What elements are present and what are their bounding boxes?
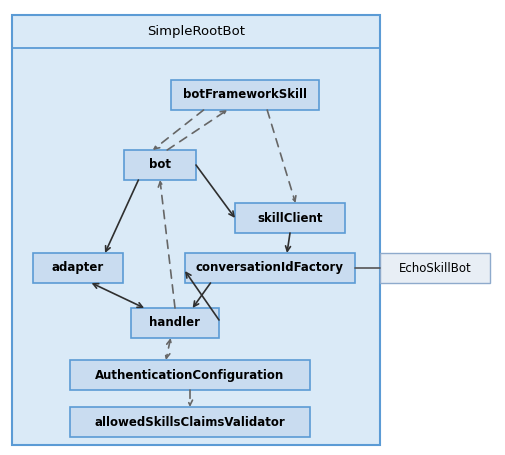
Text: EchoSkillBot: EchoSkillBot — [398, 262, 471, 274]
Text: allowedSkillsClaimsValidator: allowedSkillsClaimsValidator — [94, 415, 285, 429]
Text: SimpleRootBot: SimpleRootBot — [147, 25, 245, 39]
Text: bot: bot — [149, 158, 171, 172]
FancyBboxPatch shape — [171, 80, 319, 110]
FancyBboxPatch shape — [124, 150, 196, 180]
FancyBboxPatch shape — [380, 253, 490, 283]
FancyBboxPatch shape — [185, 253, 355, 283]
Text: adapter: adapter — [52, 262, 104, 274]
FancyBboxPatch shape — [70, 360, 310, 390]
FancyBboxPatch shape — [131, 308, 219, 338]
Text: conversationIdFactory: conversationIdFactory — [196, 262, 344, 274]
Text: skillClient: skillClient — [257, 212, 323, 224]
Text: handler: handler — [149, 317, 200, 329]
Text: AuthenticationConfiguration: AuthenticationConfiguration — [95, 369, 285, 381]
Text: botFrameworkSkill: botFrameworkSkill — [183, 89, 307, 101]
FancyBboxPatch shape — [12, 15, 380, 445]
FancyBboxPatch shape — [235, 203, 345, 233]
FancyBboxPatch shape — [70, 407, 310, 437]
FancyBboxPatch shape — [33, 253, 123, 283]
